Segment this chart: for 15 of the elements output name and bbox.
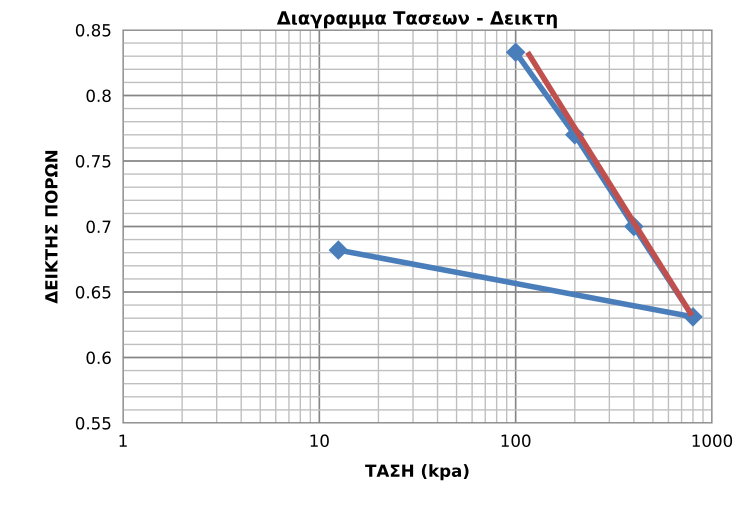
point bbox=[506, 42, 526, 62]
x-tick-label: 100 bbox=[502, 434, 530, 448]
y-tick-label: 0.6 bbox=[86, 351, 111, 364]
y-tick-label: 0.8 bbox=[86, 89, 111, 102]
y-tick-label: 0.75 bbox=[76, 154, 110, 168]
chart-title: Διαγραμμα Τασεων - Δεικτη bbox=[276, 11, 557, 28]
y-axis-title: ΔΕΙΚΤΗΣ ΠΟΡΩΝ bbox=[45, 150, 58, 304]
y-tick-label: 0.65 bbox=[76, 286, 110, 299]
y-tick-label: 0.55 bbox=[76, 416, 110, 430]
y-tick-label: 0.85 bbox=[76, 24, 110, 37]
x-tick-label: 1 bbox=[120, 434, 127, 447]
y-tick-label: 0.7 bbox=[86, 220, 110, 234]
x-tick-label: 1000 bbox=[692, 434, 732, 448]
x-axis-title: ΤΑΣΗ (kpa) bbox=[365, 464, 469, 480]
x-tick-label: 10 bbox=[310, 434, 329, 448]
